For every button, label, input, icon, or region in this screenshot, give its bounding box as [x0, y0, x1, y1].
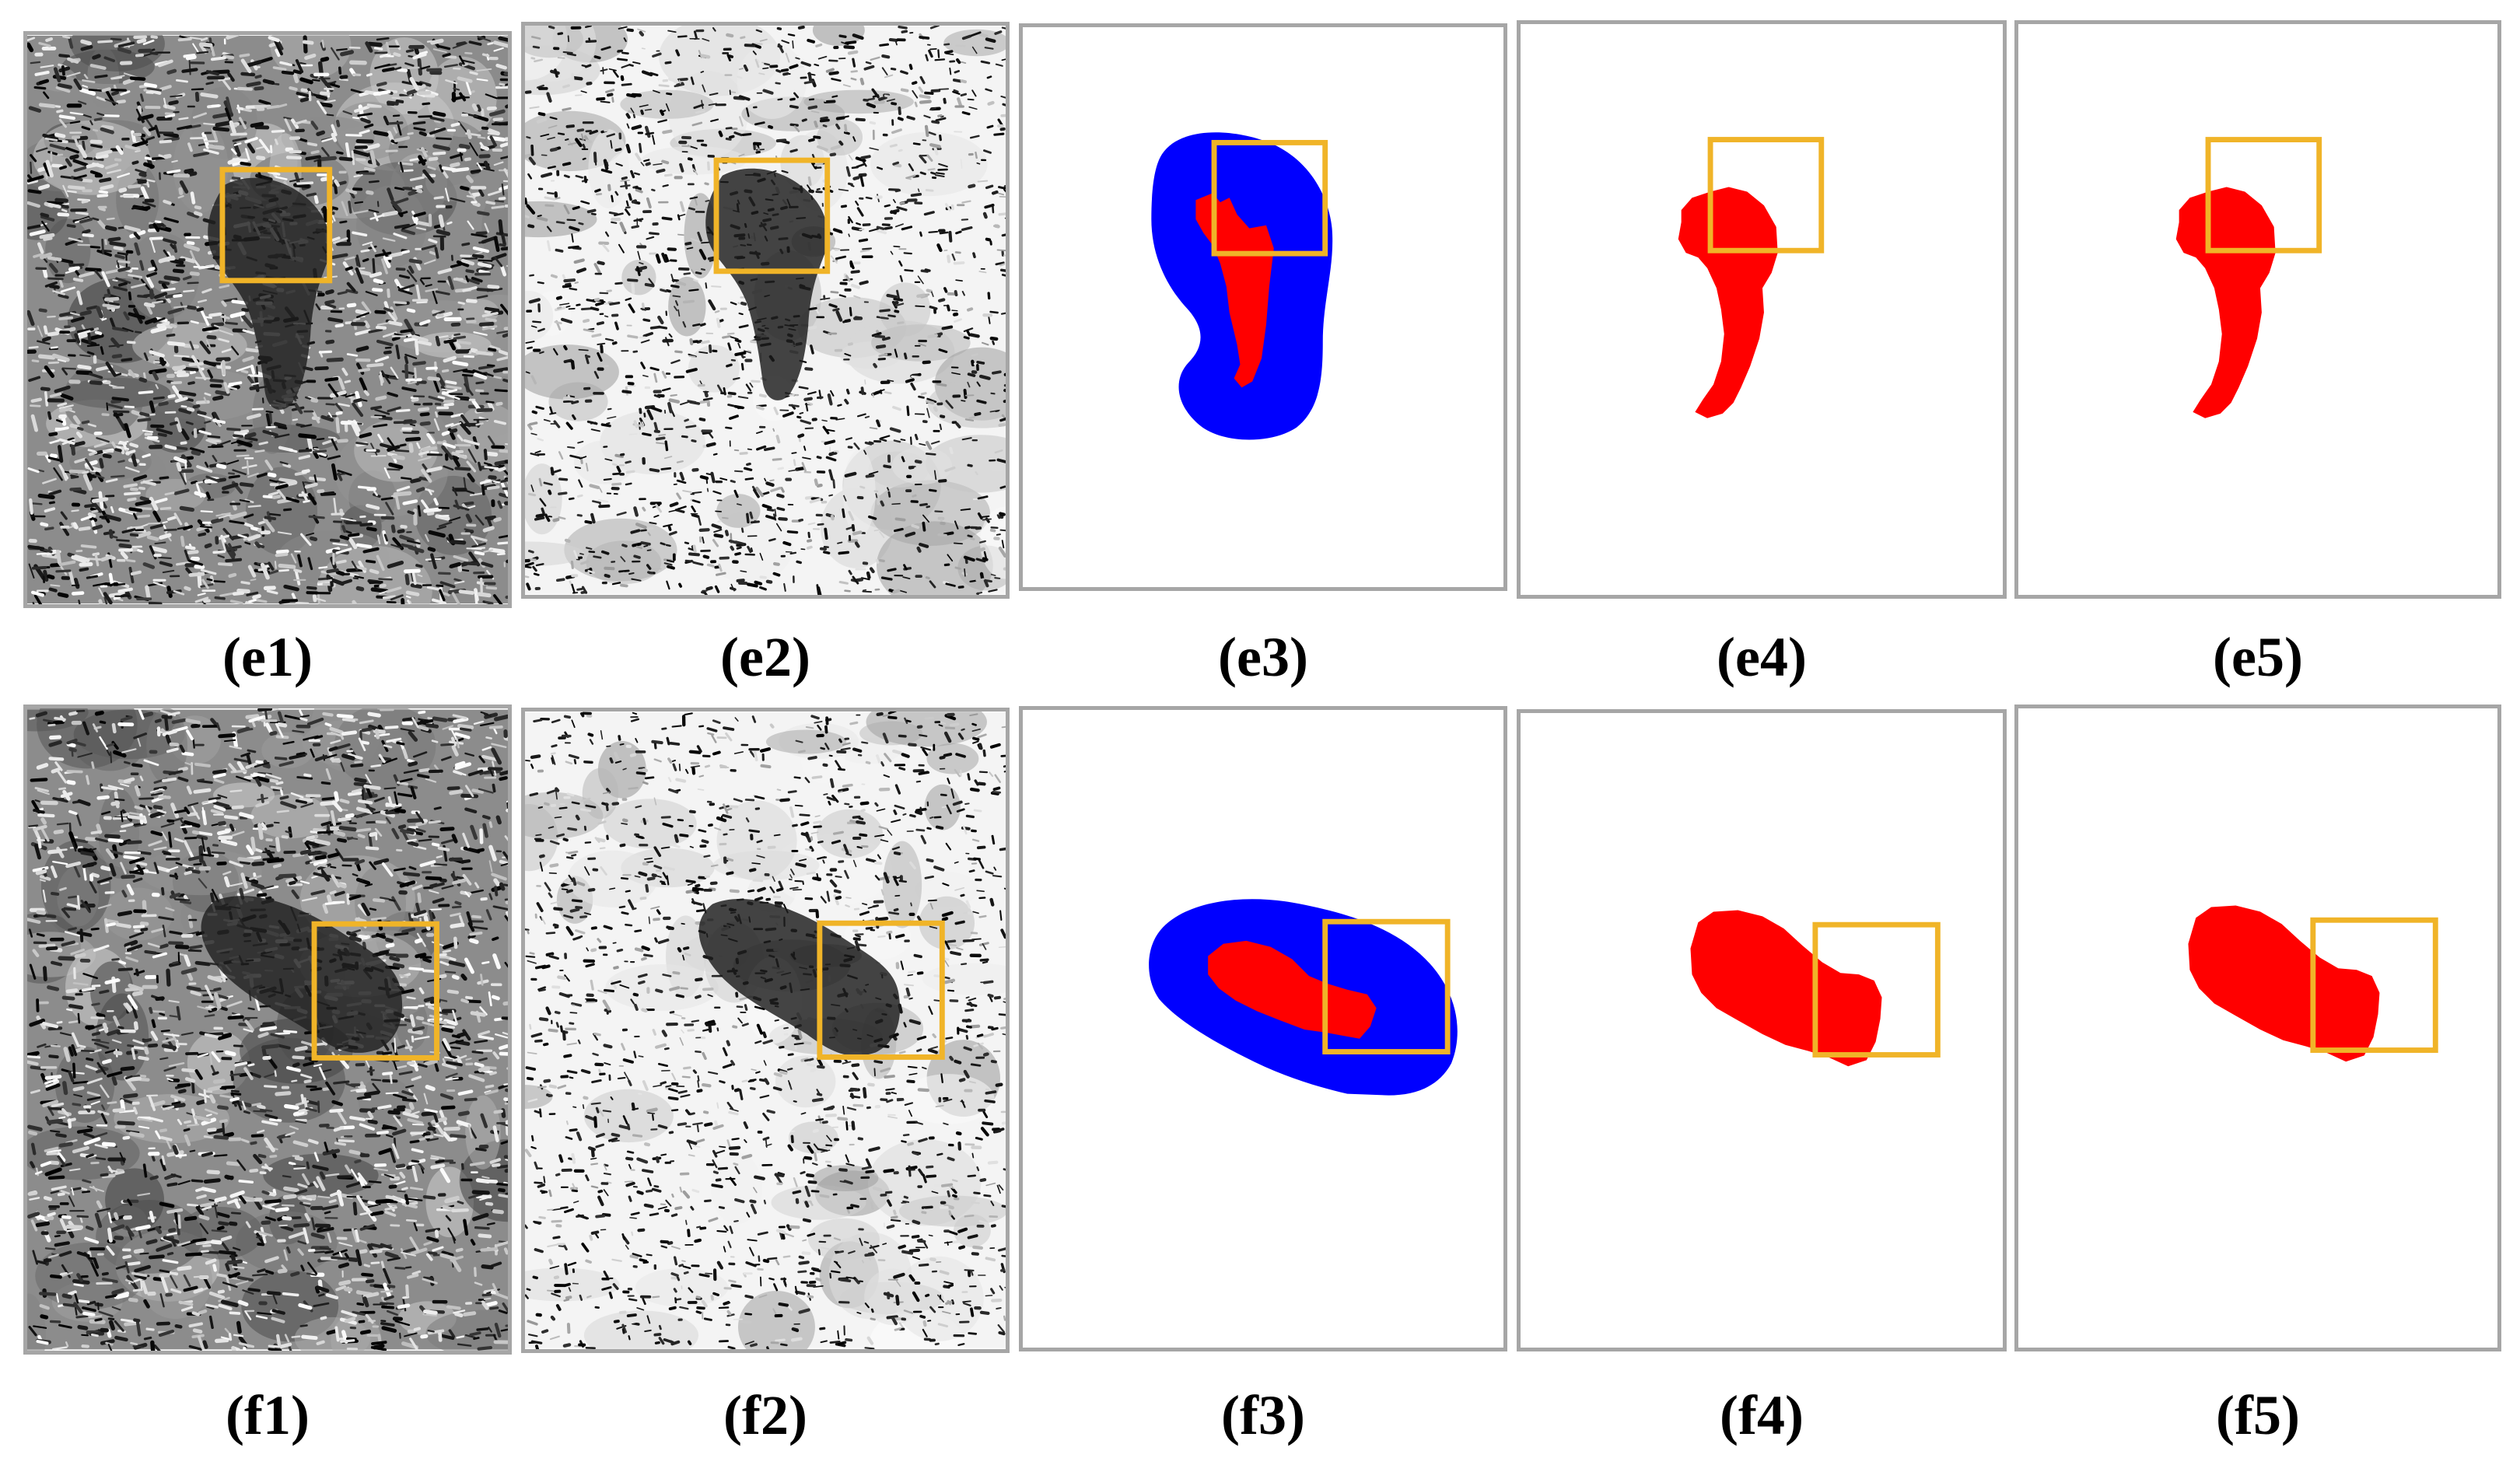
panel-f2 [521, 708, 1010, 1353]
dark-slick-region [208, 177, 331, 410]
dark-slick-region [201, 896, 403, 1053]
caption-f3: (f3) [1221, 1384, 1305, 1446]
dark-slick-region [698, 899, 901, 1056]
highlight-box [1322, 918, 1451, 1054]
speckle-strokes [27, 35, 508, 604]
caption-f5: (f5) [2216, 1384, 2300, 1446]
speckle-strokes [525, 26, 1006, 595]
caption-e1: (e1) [222, 626, 313, 688]
caption-e2: (e2) [720, 626, 810, 688]
panel-f1 [23, 705, 512, 1355]
highlight-box [2310, 917, 2438, 1053]
caption-e5: (e5) [2213, 626, 2303, 688]
segmentation-mask [2175, 187, 2276, 418]
caption-f1: (f1) [226, 1384, 310, 1446]
panel-e2 [521, 22, 1010, 599]
highlight-box [311, 921, 439, 1061]
highlight-box [219, 166, 333, 284]
segmentation-mask [1678, 187, 1778, 418]
highlight-box [1211, 139, 1328, 257]
panel-f4 [1517, 709, 2007, 1351]
segmentation-mask [1690, 910, 1882, 1067]
caption-e4: (e4) [1717, 626, 1807, 688]
panel-f5 [2014, 705, 2501, 1351]
caption-e3: (e3) [1218, 626, 1308, 688]
caption-f2: (f2) [723, 1384, 807, 1446]
dark-slick-region [705, 168, 828, 400]
panel-e5 [2014, 20, 2501, 599]
segmentation-mask [1208, 940, 1377, 1039]
panel-f3 [1019, 706, 1507, 1351]
highlight-box [1707, 137, 1825, 253]
highlight-box [1812, 921, 1941, 1058]
panel-e3 [1019, 23, 1507, 591]
panel-e1 [23, 31, 512, 608]
panel-e4 [1517, 20, 2007, 599]
highlight-box [713, 157, 831, 274]
speckle-strokes [27, 708, 508, 1351]
segmentation-mask [2188, 905, 2380, 1062]
highlight-box [2205, 137, 2322, 253]
caption-f4: (f4) [1720, 1384, 1804, 1446]
highlight-box [817, 920, 945, 1060]
